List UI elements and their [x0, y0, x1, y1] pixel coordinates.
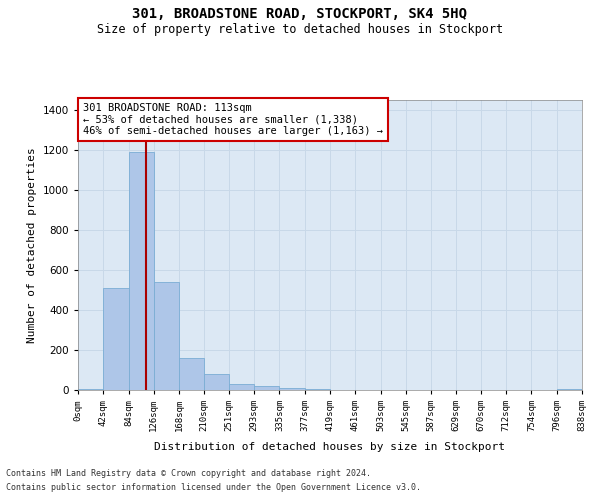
Bar — [103, 288, 128, 390]
Text: Distribution of detached houses by size in Stockport: Distribution of detached houses by size … — [155, 442, 505, 452]
Bar — [128, 152, 154, 390]
Bar — [229, 384, 254, 390]
Bar — [179, 358, 205, 390]
Bar — [254, 386, 280, 390]
Text: Size of property relative to detached houses in Stockport: Size of property relative to detached ho… — [97, 22, 503, 36]
Bar — [280, 388, 305, 390]
Text: 301 BROADSTONE ROAD: 113sqm
← 53% of detached houses are smaller (1,338)
46% of : 301 BROADSTONE ROAD: 113sqm ← 53% of det… — [83, 103, 383, 136]
Bar — [305, 389, 330, 390]
Y-axis label: Number of detached properties: Number of detached properties — [27, 147, 37, 343]
Text: 301, BROADSTONE ROAD, STOCKPORT, SK4 5HQ: 301, BROADSTONE ROAD, STOCKPORT, SK4 5HQ — [133, 8, 467, 22]
Text: Contains HM Land Registry data © Crown copyright and database right 2024.: Contains HM Land Registry data © Crown c… — [6, 468, 371, 477]
Text: Contains public sector information licensed under the Open Government Licence v3: Contains public sector information licen… — [6, 484, 421, 492]
Bar — [78, 389, 103, 390]
Bar — [154, 282, 179, 390]
Bar — [205, 374, 229, 390]
Bar — [557, 389, 582, 390]
